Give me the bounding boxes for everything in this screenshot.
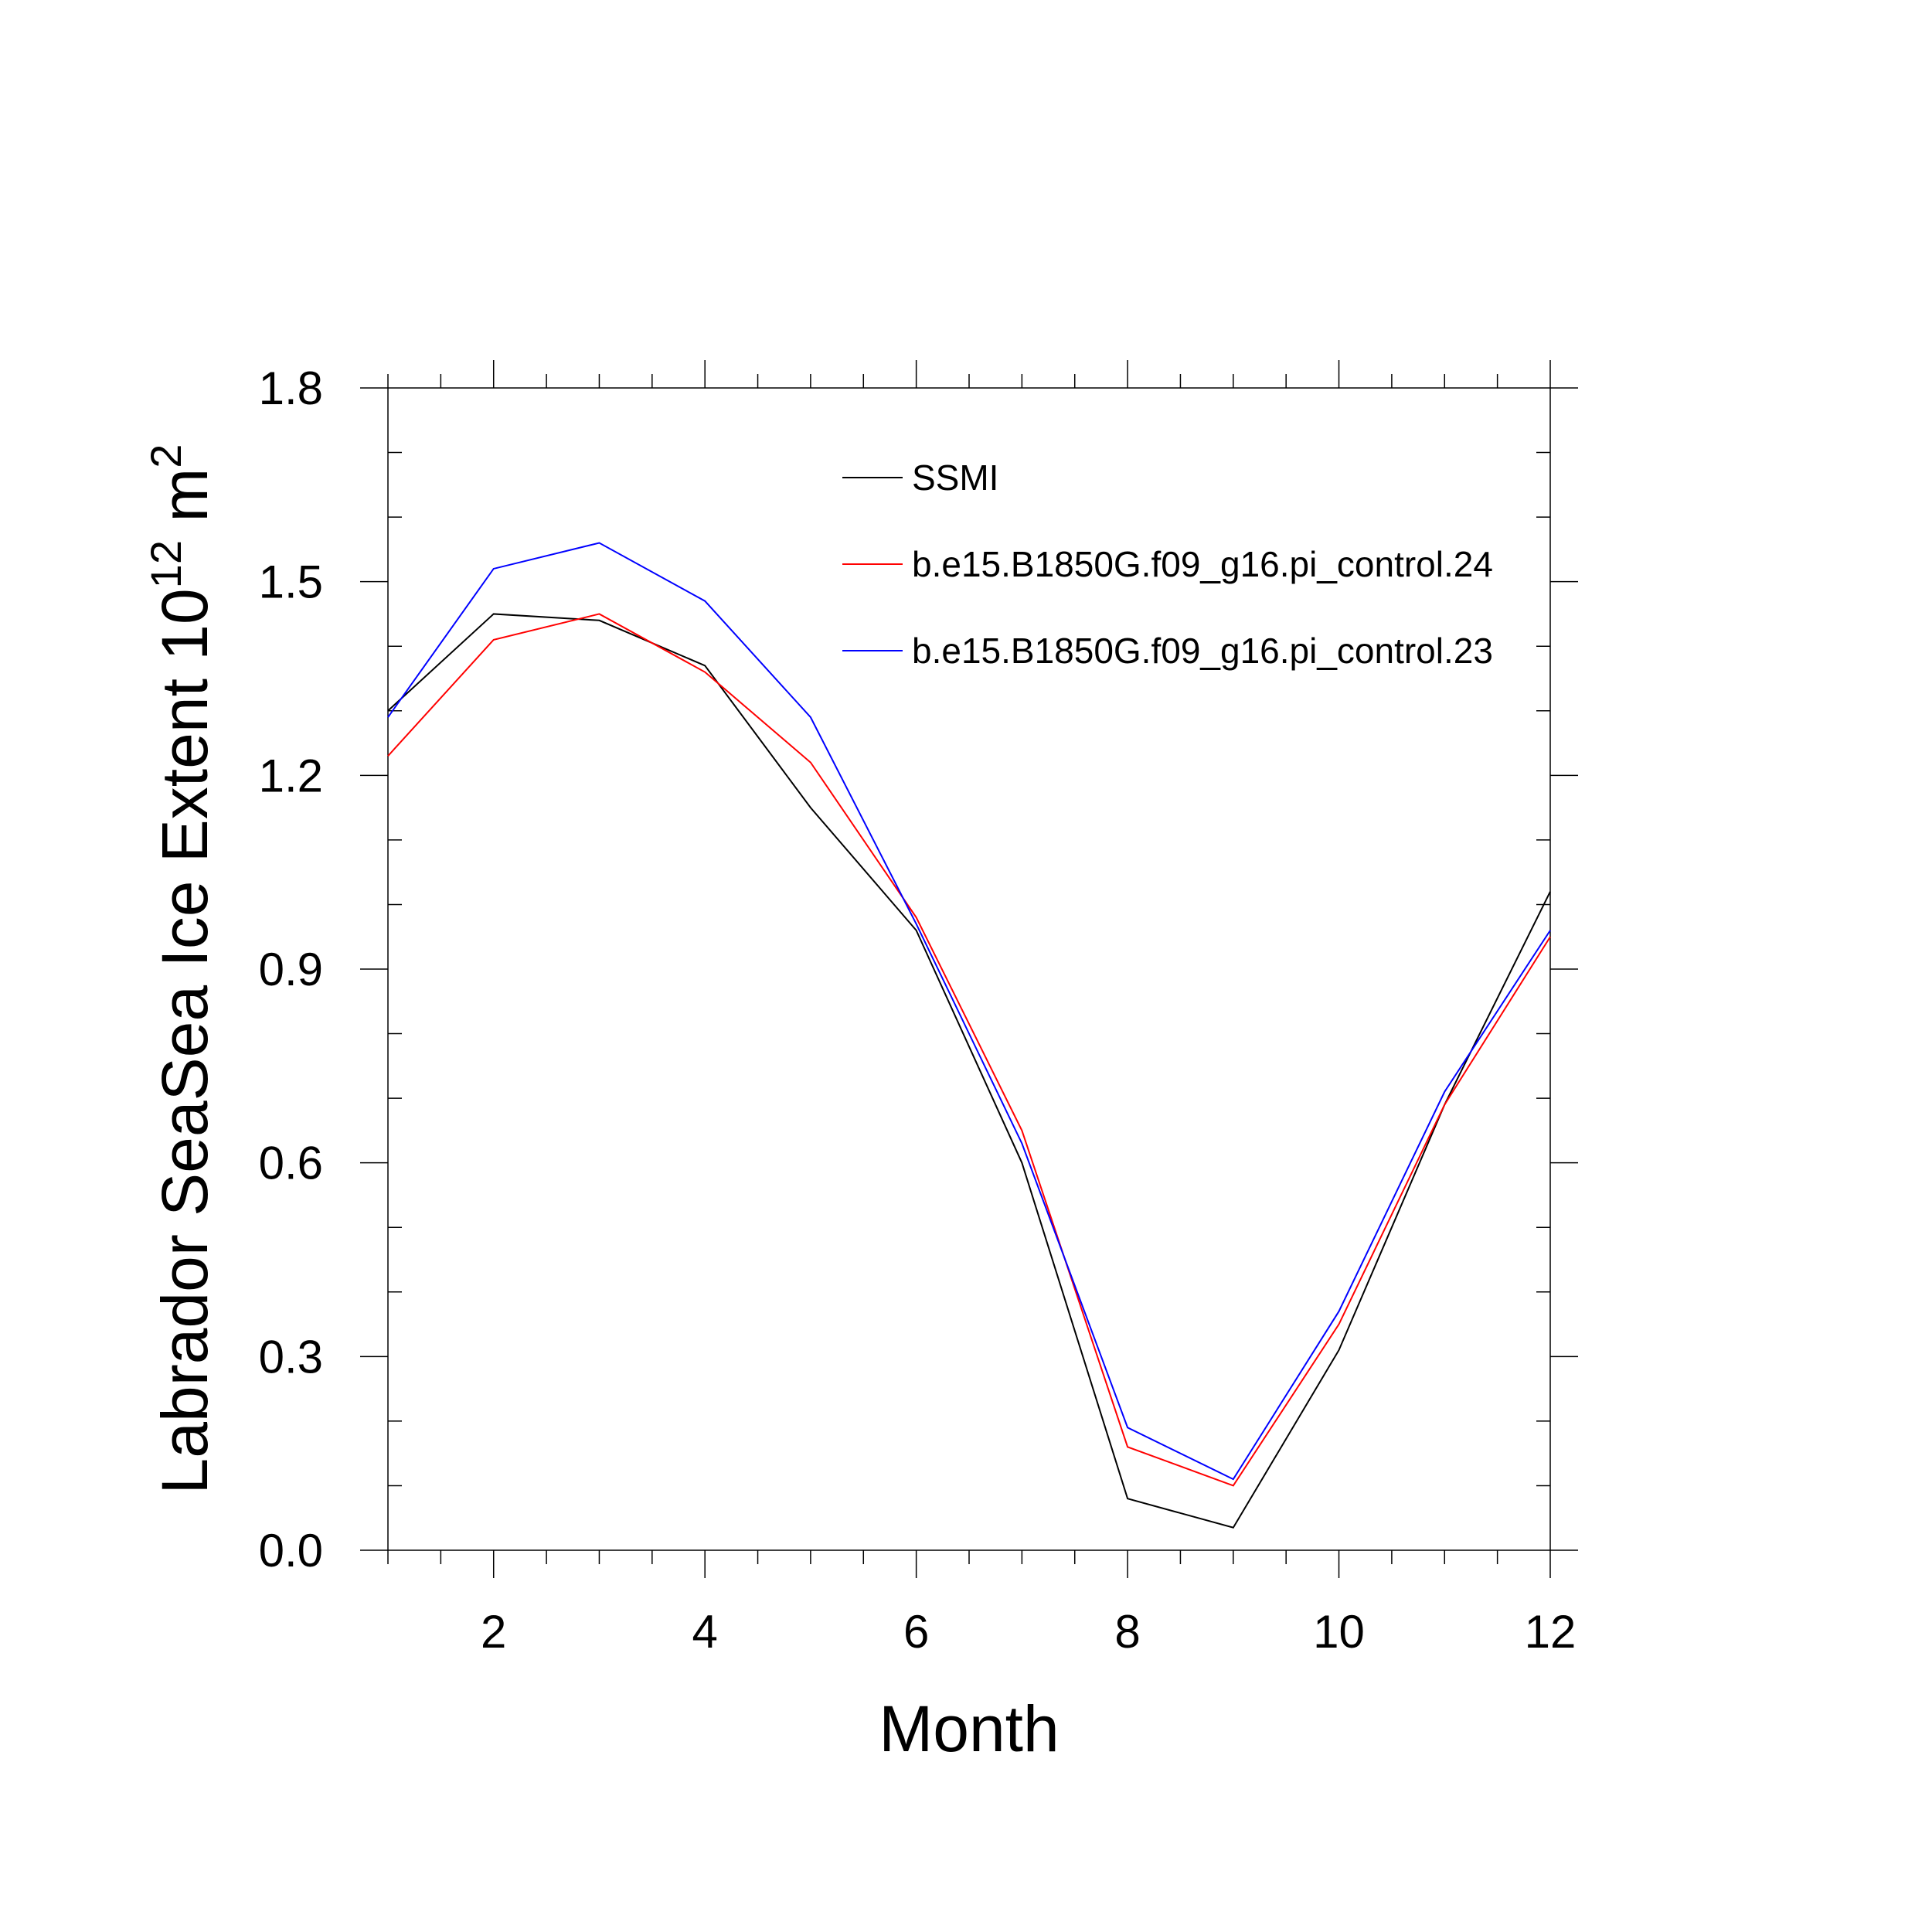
x-tick-label: 2: [481, 1606, 506, 1658]
y-axis-title: Labrador SeaSea Ice Extent 1012 m2: [141, 444, 221, 1495]
x-tick-label: 6: [903, 1606, 929, 1658]
y-tick-label: 0.0: [259, 1525, 323, 1577]
y-tick-labels: 0.0 0.3 0.6 0.9 1.2 1.5 1.8: [259, 362, 323, 1577]
tick-marks: [360, 360, 1578, 1578]
y-tick-label: 1.2: [259, 750, 323, 801]
y-tick-label: 1.5: [259, 556, 323, 608]
legend-label: b.e15.B1850G.f09_g16.pi_control.24: [912, 544, 1493, 584]
y-axis-title-exp1: 12: [141, 540, 190, 588]
y-tick-label: 0.9: [259, 944, 323, 995]
x-tick-label: 12: [1525, 1606, 1577, 1658]
y-tick-label: 1.8: [259, 362, 323, 414]
series-lines: [387, 542, 1551, 1529]
y-tick-label: 0.6: [259, 1138, 323, 1189]
y-axis-title-unit: m: [148, 468, 221, 540]
x-tick-label: 10: [1313, 1606, 1365, 1658]
series-line-3: [387, 542, 1551, 1481]
legend-label: b.e15.B1850G.f09_g16.pi_control.23: [912, 631, 1493, 671]
x-axis-title: Month: [879, 1692, 1059, 1765]
legend: SSMI b.e15.B1850G.f09_g16.pi_control.24 b.…: [842, 457, 1493, 671]
x-tick-labels: 2 4 6 8 10 12: [481, 1606, 1576, 1658]
x-tick-label: 8: [1114, 1606, 1140, 1658]
y-axis-title-exp2: 2: [141, 444, 190, 468]
x-tick-label: 4: [692, 1606, 717, 1658]
y-tick-label: 0.3: [259, 1331, 323, 1383]
legend-label: SSMI: [912, 457, 998, 498]
y-axis-title-main: Labrador SeaSea Ice Extent 10: [148, 588, 221, 1494]
series-line-1: [387, 613, 1551, 1529]
series-line-2: [387, 613, 1551, 1487]
